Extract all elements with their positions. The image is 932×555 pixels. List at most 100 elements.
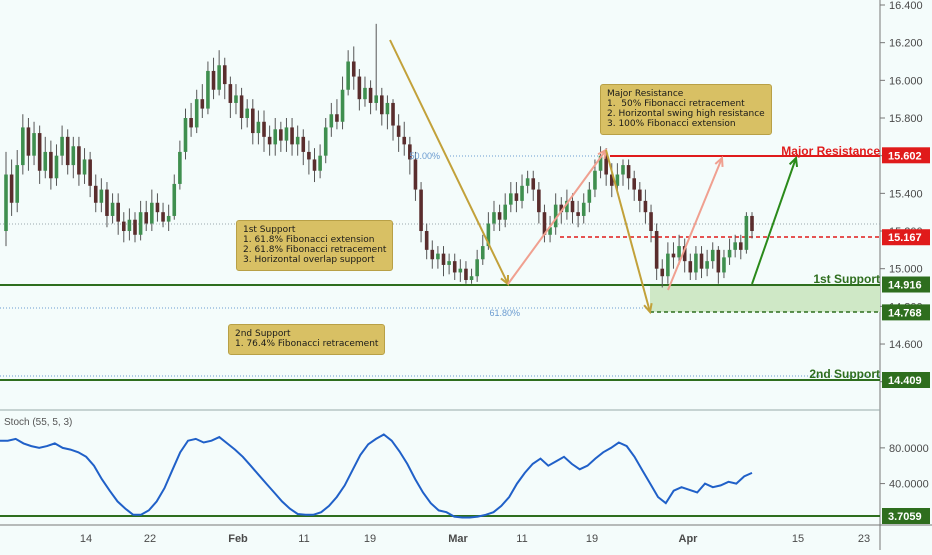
candle-body	[638, 189, 642, 201]
candle-body	[385, 102, 390, 115]
candle-body	[733, 242, 737, 250]
candle-body	[183, 118, 188, 152]
candle-body	[565, 200, 569, 213]
time-tick-label: 22	[144, 533, 156, 545]
candle-body	[514, 193, 519, 201]
arrow-pink-up-1	[507, 149, 607, 285]
candle-body	[464, 268, 468, 280]
arrow-pink-up-2	[667, 157, 723, 291]
candle-body	[267, 136, 272, 145]
candle-body	[694, 253, 698, 273]
candle-body	[570, 200, 575, 213]
candle-body	[65, 136, 70, 166]
second-support-label: 2nd Support	[809, 367, 880, 381]
candle-body	[110, 202, 115, 216]
candle-body	[380, 95, 384, 115]
candle-body	[245, 108, 249, 119]
candle-body	[172, 183, 177, 216]
candle-body	[211, 70, 216, 90]
candle-body	[77, 146, 81, 175]
candle-body	[497, 212, 502, 220]
candle-body	[15, 165, 20, 203]
candle-body	[60, 136, 64, 156]
time-tick-label: 19	[364, 533, 376, 545]
candle-body	[699, 253, 704, 269]
candle-body	[598, 155, 603, 171]
candlestick-series	[4, 23, 754, 288]
candle-body	[150, 202, 154, 224]
candle-body	[666, 253, 670, 277]
candle-body	[492, 212, 496, 224]
price-tick-label: 16.200	[889, 38, 923, 50]
price-tick-label: 16.400	[889, 0, 923, 12]
arrow-green-up	[751, 157, 797, 285]
candle-body	[166, 215, 171, 222]
candle-body	[32, 133, 36, 156]
stochastic-label: Stoch (55, 5, 3)	[4, 417, 72, 428]
candle-body	[632, 178, 637, 190]
major-resistance-note: Major Resistance 1. 50% Fibonacci retrac…	[600, 84, 772, 135]
candle-body	[340, 89, 345, 122]
candle-body	[239, 95, 244, 119]
fib-618-label: 61.80%	[489, 308, 520, 318]
candle-body	[705, 261, 709, 269]
candle-body	[273, 129, 278, 145]
time-tick-label: Mar	[448, 533, 468, 545]
candle-body	[54, 155, 59, 179]
candle-body	[722, 257, 726, 273]
candle-body	[430, 249, 435, 260]
candle-body	[357, 76, 362, 100]
candle-body	[654, 231, 659, 269]
candle-body	[121, 221, 126, 232]
candle-body	[284, 127, 289, 141]
candle-body	[402, 136, 407, 145]
candle-body	[318, 155, 322, 171]
candle-body	[660, 268, 665, 277]
candle-body	[262, 121, 266, 137]
price-tick-label: 16.000	[889, 75, 923, 87]
price-tag-value: 14.768	[888, 307, 922, 319]
price-tag-value: 15.167	[888, 232, 922, 244]
price-tick-label: 15.800	[889, 113, 923, 125]
stochastic-tick-label: 40.0000	[889, 479, 929, 491]
candle-body	[682, 246, 687, 262]
candle-body	[189, 118, 193, 128]
time-tick-label: Apr	[679, 533, 699, 545]
candle-body	[21, 127, 25, 166]
candle-body	[710, 249, 715, 262]
time-tick-label: 23	[858, 533, 870, 545]
candle-body	[368, 87, 373, 103]
candle-body	[727, 249, 732, 258]
stochastic-value-box	[882, 508, 930, 524]
candle-body	[161, 212, 165, 222]
candle-body	[424, 231, 429, 250]
time-tick-label: 15	[792, 533, 804, 545]
candle-body	[744, 215, 749, 250]
second-support-note: 2nd Support 1. 76.4% Fibonacci retraceme…	[228, 324, 386, 355]
candle-body	[525, 178, 530, 186]
candle-body	[576, 212, 580, 216]
candle-body	[312, 159, 317, 171]
candle-body	[396, 125, 401, 137]
candle-body	[509, 193, 513, 205]
price-tick-label: 15.000	[889, 264, 923, 276]
candle-body	[307, 151, 311, 160]
time-tick-label: Feb	[228, 533, 248, 545]
candle-body	[234, 95, 238, 103]
candle-body	[4, 174, 8, 232]
candle-body	[480, 246, 485, 260]
candle-body	[323, 127, 328, 156]
candle-body	[537, 189, 541, 213]
candle-body	[37, 133, 42, 171]
candle-body	[127, 219, 132, 232]
time-axis: 14 22 Feb 11 19 Mar 11 19 Apr 15 23	[80, 533, 870, 545]
candle-body	[363, 87, 367, 100]
candle-body	[542, 212, 547, 235]
candle-body	[531, 178, 536, 190]
fib-50-label: 50.00%	[409, 151, 440, 161]
candle-body	[469, 276, 474, 280]
candle-body	[335, 114, 339, 122]
time-tick-label: 19	[586, 533, 598, 545]
